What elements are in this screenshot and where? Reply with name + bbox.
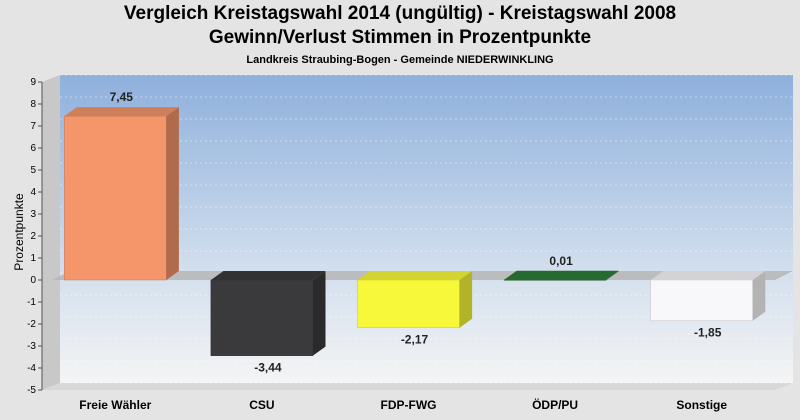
y-tick-label: 4 [30, 187, 36, 198]
bar-front [210, 279, 314, 356]
y-tick-label: -4 [27, 363, 36, 374]
data-label: -1,85 [694, 326, 722, 340]
bar-side [752, 271, 766, 321]
data-label: -2,17 [401, 333, 429, 347]
bar-side [606, 270, 619, 281]
data-label: 7,45 [110, 90, 134, 104]
bar-top [504, 270, 619, 280]
y-tick-label: 3 [30, 209, 36, 220]
bar-front [503, 279, 607, 281]
x-category-label: ÖDP/PU [532, 397, 578, 412]
y-axis-label: Prozentpunkte [12, 193, 26, 271]
bar-front [650, 279, 753, 321]
data-label: -3,44 [254, 361, 282, 375]
y-tick-label: 9 [30, 77, 36, 88]
x-category-label: CSU [249, 398, 274, 412]
x-category-label: FDP-FWG [381, 398, 437, 412]
y-tick-label: 5 [30, 165, 36, 176]
x-category-label: Freie Wähler [79, 398, 151, 412]
bar-top [64, 107, 179, 117]
chart-title: Vergleich Kreistagswahl 2014 (ungültig) … [123, 3, 677, 24]
chart-subtitle: Gewinn/Verlust Stimmen in Prozentpunkte [208, 27, 592, 48]
bar-side [312, 271, 326, 356]
y-tick-label: 1 [30, 253, 36, 264]
y-tick-label: -2 [27, 319, 36, 330]
bar-side [166, 107, 179, 280]
chart-subsubtitle: Landkreis Straubing-Bogen - Gemeinde NIE… [246, 54, 554, 66]
x-category-label: Sonstige [676, 398, 727, 412]
bar-front [64, 115, 167, 281]
plot-background [60, 75, 793, 383]
y-tick-label: 0 [30, 275, 36, 286]
data-label: 0,01 [549, 254, 573, 268]
y-tick-label: -1 [27, 297, 36, 308]
bar-top [650, 271, 766, 280]
y-tick-label: 6 [30, 143, 36, 154]
y-tick-label: 7 [30, 121, 36, 132]
bar-top [357, 271, 473, 280]
y-tick-label: 8 [30, 99, 36, 110]
y-tick-label: 2 [30, 231, 36, 242]
plot-floor [42, 383, 793, 390]
y-tick-label: -3 [27, 341, 36, 352]
bar-side [459, 271, 473, 328]
y-tick-label: -5 [27, 385, 36, 396]
bar-top [210, 271, 326, 280]
bar-front [357, 279, 460, 328]
